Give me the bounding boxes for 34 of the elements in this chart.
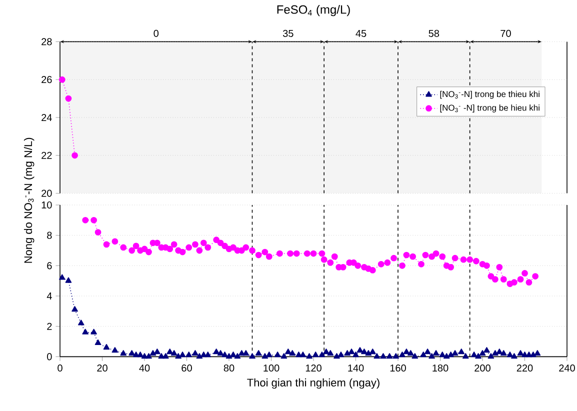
- band-label: 45: [356, 30, 366, 37]
- band-label: 0: [154, 30, 159, 37]
- y-tick-label: 2: [47, 322, 52, 330]
- y-tick-label: 4: [46, 292, 52, 300]
- x-tick-label: 180: [432, 364, 448, 372]
- y-tick-label: 20: [42, 190, 52, 197]
- x-tick-label: 160: [390, 364, 406, 372]
- y-tick-label: 26: [42, 76, 52, 84]
- y-tick-label: 0: [47, 353, 52, 360]
- x-tick-label: 60: [182, 364, 192, 372]
- y-tick-label: 6: [47, 262, 52, 270]
- y-tick-label: 22: [42, 152, 52, 159]
- x-tick-label: 100: [264, 364, 280, 372]
- x-tick-label: 240: [559, 364, 575, 372]
- legend-label: [NO$_{3}$$^{-}$-N] trong be thieu khi: [440, 90, 540, 99]
- band-label: 35: [282, 30, 294, 37]
- x-tick-label: 120: [306, 364, 322, 372]
- y-tick-label: 28: [42, 38, 52, 46]
- x-tick-label: 80: [224, 364, 234, 372]
- band-label: 70: [500, 30, 511, 37]
- band-label: 58: [428, 30, 440, 37]
- y-axis-title: Nong do NO$_{3}$$^{-}$-N (mg N/L): [24, 138, 34, 263]
- x-axis-title: Thoi gian thi nghiem (ngay): [247, 378, 380, 389]
- x-tick-label: 0: [58, 364, 62, 372]
- x-tick-label: 220: [516, 364, 533, 372]
- x-tick-label: 200: [474, 364, 490, 372]
- chart-title: FeSO$_{4}$ (mg/L): [277, 4, 350, 16]
- y-tick-label: 8: [47, 232, 52, 239]
- y-tick-label: 24: [42, 114, 52, 121]
- y-tick-label: 10: [42, 201, 52, 209]
- x-tick-label: 140: [348, 364, 364, 372]
- x-tick-label: 20: [97, 364, 108, 372]
- x-tick-label: 40: [139, 364, 150, 372]
- legend-label: [NO$_{3}$$^{-}$ -N] trong be hieu khi: [440, 104, 540, 112]
